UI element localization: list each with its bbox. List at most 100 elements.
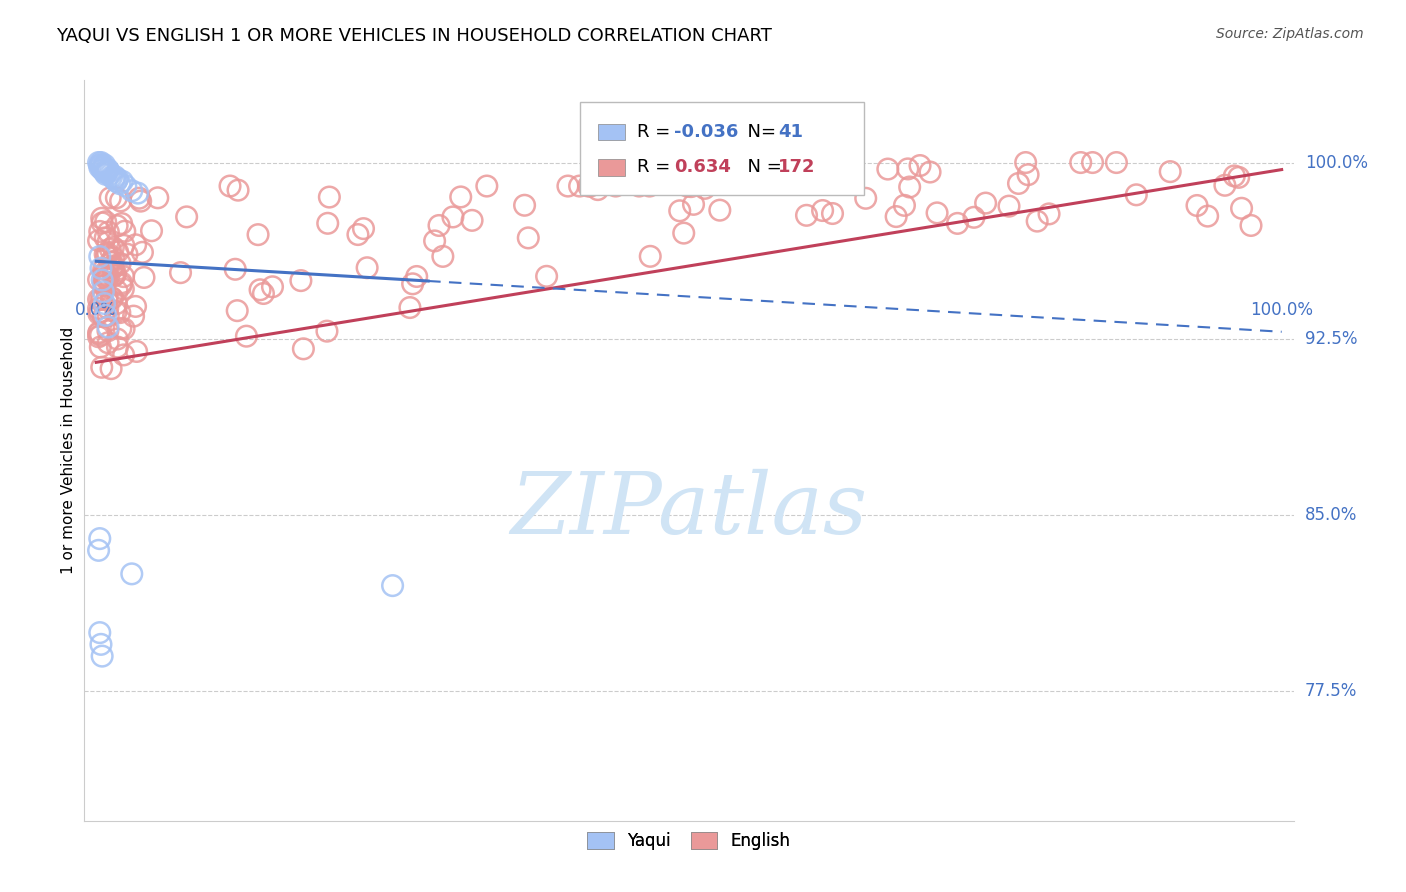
Point	[107, 244, 129, 259]
Point	[381, 579, 404, 593]
Point	[262, 280, 284, 294]
Point	[811, 158, 834, 172]
Point	[94, 162, 117, 177]
Point	[128, 191, 150, 205]
Point	[100, 291, 122, 305]
Point	[94, 215, 117, 229]
Point	[127, 186, 149, 200]
Point	[125, 344, 148, 359]
Point	[796, 208, 818, 222]
Point	[110, 278, 132, 293]
Point	[100, 167, 122, 181]
Text: N=: N=	[737, 123, 782, 141]
Point	[101, 261, 124, 276]
Point	[96, 249, 118, 263]
Point	[87, 329, 110, 343]
Point	[1014, 155, 1036, 169]
Point	[974, 196, 997, 211]
Point	[1038, 207, 1060, 221]
Point	[876, 162, 898, 177]
Point	[104, 169, 127, 184]
Point	[108, 177, 131, 191]
Point	[1017, 168, 1039, 182]
Text: 100.0%: 100.0%	[1305, 153, 1368, 171]
Point	[107, 172, 129, 186]
Point	[94, 247, 117, 261]
Point	[1125, 187, 1147, 202]
Point	[105, 332, 128, 346]
Point	[100, 169, 122, 184]
Point	[87, 307, 110, 321]
Point	[93, 278, 115, 293]
Point	[87, 326, 110, 341]
Text: ZIPatlas: ZIPatlas	[510, 468, 868, 551]
Point	[247, 227, 270, 242]
Point	[100, 361, 122, 376]
Point	[672, 226, 695, 240]
Point	[536, 269, 558, 284]
Point	[252, 286, 274, 301]
FancyBboxPatch shape	[581, 103, 865, 195]
Point	[405, 269, 427, 284]
Point	[946, 216, 969, 230]
Text: -0.036: -0.036	[675, 123, 738, 141]
Point	[122, 309, 145, 323]
Point	[104, 266, 127, 280]
Text: 172: 172	[779, 159, 815, 177]
Point	[110, 276, 132, 290]
Point	[557, 179, 579, 194]
Point	[91, 162, 114, 177]
Point	[316, 324, 339, 338]
Point	[94, 308, 117, 322]
Text: R =: R =	[637, 123, 676, 141]
Point	[89, 532, 111, 546]
Point	[103, 240, 125, 254]
Text: 92.5%: 92.5%	[1305, 330, 1357, 348]
Point	[89, 328, 111, 343]
Point	[124, 300, 146, 314]
Point	[91, 273, 114, 287]
Point	[104, 305, 127, 319]
Point	[176, 210, 198, 224]
Point	[1240, 219, 1263, 233]
Point	[90, 211, 112, 226]
Point	[89, 158, 111, 172]
Point	[475, 179, 498, 194]
Point	[318, 190, 340, 204]
Point	[98, 242, 121, 256]
Point	[94, 231, 117, 245]
Point	[1159, 164, 1181, 178]
Point	[121, 184, 143, 198]
Text: YAQUI VS ENGLISH 1 OR MORE VEHICLES IN HOUSEHOLD CORRELATION CHART: YAQUI VS ENGLISH 1 OR MORE VEHICLES IN H…	[56, 27, 772, 45]
Point	[401, 277, 423, 291]
Point	[97, 301, 120, 316]
Point	[101, 259, 124, 273]
Point	[97, 320, 120, 334]
Point	[93, 275, 115, 289]
Point	[568, 179, 591, 194]
Point	[1227, 170, 1250, 185]
Point	[89, 305, 111, 319]
Point	[97, 225, 120, 239]
Point	[112, 282, 135, 296]
Text: 77.5%: 77.5%	[1305, 682, 1357, 700]
Point	[103, 172, 125, 186]
Point	[450, 190, 472, 204]
Point	[87, 543, 110, 558]
Point	[1070, 155, 1092, 169]
Point	[821, 206, 844, 220]
Y-axis label: 1 or more Vehicles in Household: 1 or more Vehicles in Household	[60, 326, 76, 574]
Point	[103, 268, 125, 283]
Point	[115, 247, 138, 261]
Bar	[599, 124, 624, 140]
Point	[87, 293, 110, 307]
Point	[811, 203, 834, 218]
Point	[93, 165, 115, 179]
Point	[292, 342, 315, 356]
Point	[441, 210, 464, 224]
Point	[224, 262, 246, 277]
Point	[90, 158, 112, 172]
Point	[87, 326, 110, 340]
Point	[89, 340, 111, 354]
Point	[103, 268, 125, 282]
